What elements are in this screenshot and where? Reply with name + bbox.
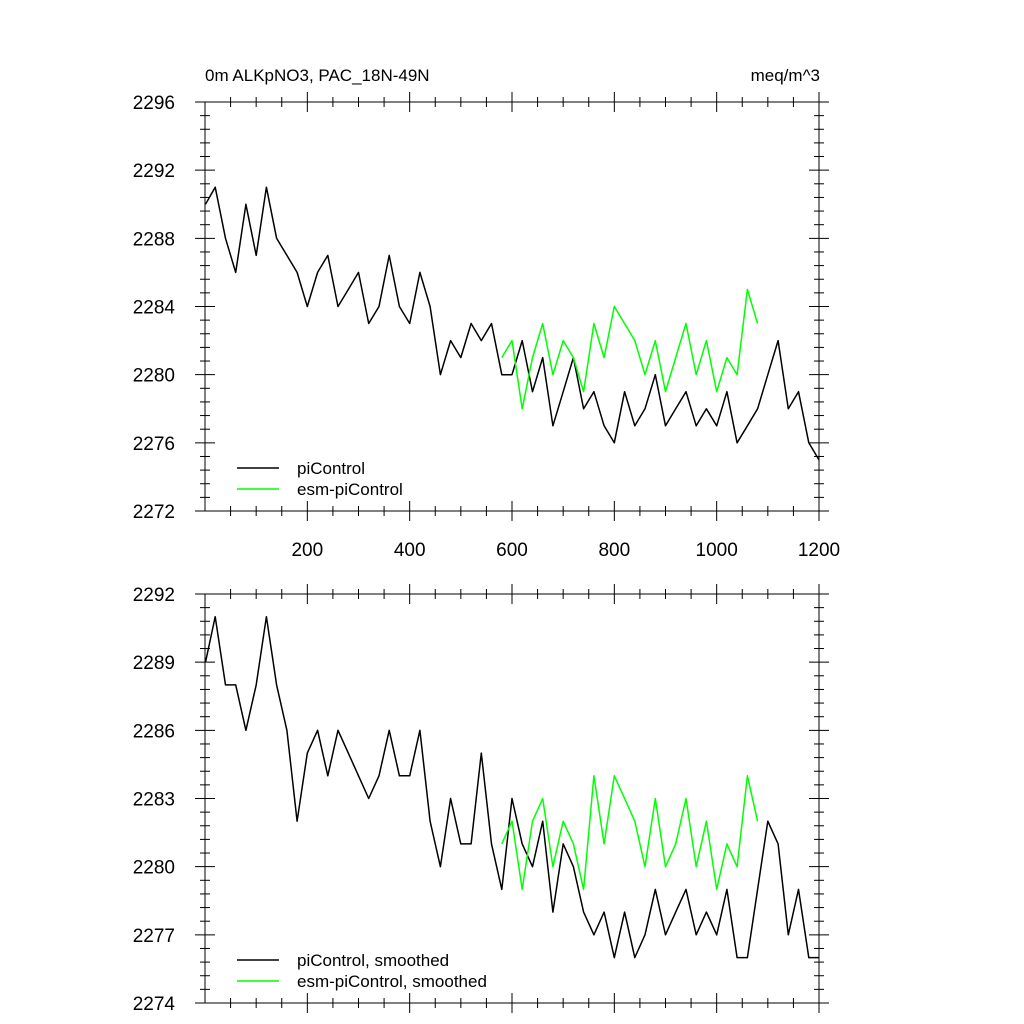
- x-tick-label-0-3: 800: [598, 540, 630, 561]
- series-line-1-0: [204, 615, 819, 959]
- y-tick-label-1-4: 2286: [133, 721, 175, 742]
- y-tick-label-1-5: 2289: [133, 653, 175, 674]
- top-panel: 0m ALKpNO3, PAC_18N-49N meq/m^3 200 400 60…: [133, 66, 840, 561]
- chart-units: meq/m^3: [751, 66, 820, 85]
- top-series-layer: [204, 186, 820, 461]
- y-tick-label-1-3: 2283: [133, 790, 175, 811]
- x-tick-label-0-4: 1000: [696, 540, 738, 561]
- bottom-legend: piControl, smoothed esm-piControl, smooth…: [237, 951, 487, 991]
- series-line-0-0: [204, 186, 820, 461]
- bottom-panel: 2274 2277 2280 2283 2286 2289 2292 piControl, …: [133, 584, 829, 1015]
- legend-label-0-1: esm-piControl: [297, 480, 403, 499]
- x-tick-label-0-0: 200: [291, 540, 323, 561]
- y-tick-label-0-3: 2284: [133, 298, 176, 319]
- bottom-series-layer: [204, 615, 819, 959]
- legend-label-1-1: esm-piControl, smoothed: [297, 972, 487, 991]
- legend-label-0-0: piControl: [297, 459, 365, 478]
- x-tick-label-0-1: 400: [394, 540, 426, 561]
- top-axis-layer: 200 400 600 800 1000 1200 2272 2276 2280 2284 2288…: [133, 92, 840, 561]
- y-tick-label-1-2: 2280: [133, 858, 175, 879]
- y-tick-label-0-4: 2288: [133, 229, 175, 250]
- x-tick-label-0-2: 600: [496, 540, 528, 561]
- y-tick-label-0-6: 2296: [133, 93, 175, 114]
- y-tick-label-0-0: 2272: [133, 502, 175, 523]
- x-tick-label-0-5: 1200: [798, 540, 840, 561]
- y-tick-label-1-1: 2277: [133, 926, 175, 947]
- bottom-plot-frame: [204, 593, 820, 1004]
- top-plot-frame: [204, 101, 820, 512]
- y-tick-label-0-1: 2276: [133, 434, 175, 455]
- y-tick-label-0-2: 2280: [133, 366, 175, 387]
- chart-title: 0m ALKpNO3, PAC_18N-49N: [205, 66, 430, 85]
- y-tick-label-1-0: 2274: [133, 994, 176, 1015]
- series-line-0-1: [501, 288, 759, 410]
- top-legend: piControl esm-piControl: [237, 459, 403, 499]
- series-line-1-1: [501, 775, 759, 891]
- y-tick-label-1-6: 2292: [133, 585, 175, 606]
- y-tick-label-0-5: 2292: [133, 161, 175, 182]
- legend-label-1-0: piControl, smoothed: [297, 951, 449, 970]
- bottom-axis-layer: 2274 2277 2280 2283 2286 2289 2292: [133, 584, 829, 1015]
